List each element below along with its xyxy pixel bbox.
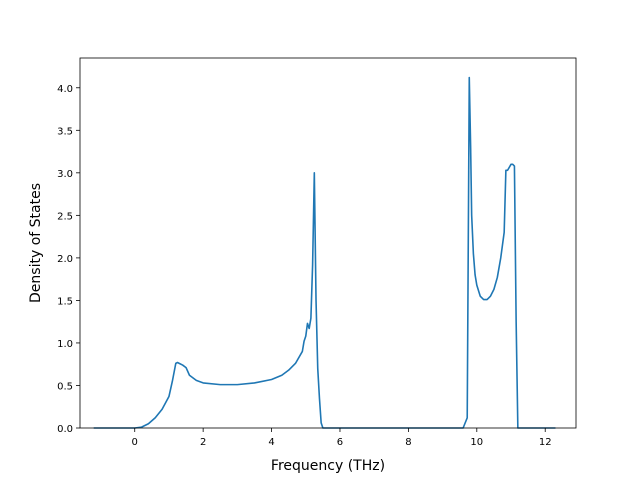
x-tick-label: 0	[132, 437, 138, 448]
x-tick-label: 12	[539, 437, 552, 448]
y-axis-label: Density of States	[28, 183, 44, 303]
y-tick-label: 0.0	[57, 424, 73, 435]
axes-frame	[79, 57, 577, 429]
y-tick-label: 1.0	[57, 339, 73, 350]
y-tick-label: 1.5	[57, 296, 73, 307]
x-tick-label: 10	[470, 437, 483, 448]
y-tick-label: 3.5	[57, 126, 73, 137]
x-tick-label: 4	[268, 437, 274, 448]
x-tick-label: 6	[337, 437, 343, 448]
y-tick-label: 3.0	[57, 169, 73, 180]
dos-series-line-0	[93, 76, 556, 429]
y-tick-label: 2.5	[57, 211, 73, 222]
y-axis-ticks: 0.0 0.5 1.0 1.5 2.0 2.5 3.0 3.5 4.0	[57, 84, 80, 435]
y-tick-label: 0.5	[57, 381, 73, 392]
x-axis-label: Frequency (THz)	[271, 458, 385, 474]
x-axis-ticks: 0 2 4 6 8 10 12	[132, 428, 552, 448]
x-tick-label: 8	[405, 437, 411, 448]
y-tick-label: 4.0	[57, 84, 73, 95]
x-tick-label: 2	[200, 437, 206, 448]
y-tick-label: 2.0	[57, 254, 73, 265]
plot-area	[93, 76, 556, 429]
